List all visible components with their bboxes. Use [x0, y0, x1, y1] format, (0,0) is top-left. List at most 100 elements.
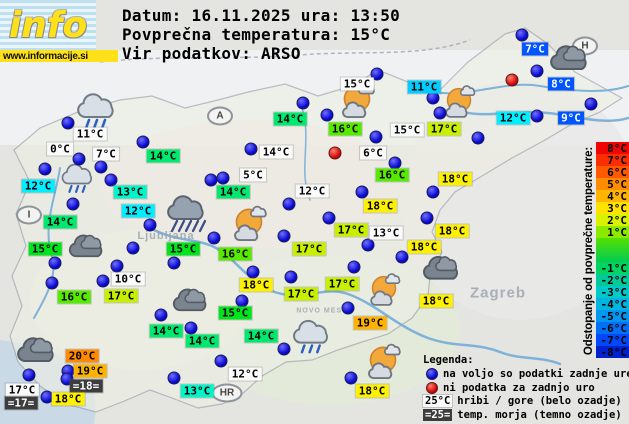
temp-label: 17°C — [104, 289, 138, 303]
temp-label: 14°C — [216, 185, 250, 199]
station-dot-ok — [104, 173, 118, 187]
legend-item: ni podatka za zadnjo uro — [423, 381, 595, 394]
station-dot-ok — [126, 241, 140, 255]
station-dot-no-data — [328, 146, 342, 160]
temp-label: 13°C — [180, 384, 214, 398]
station-dot-ok — [370, 67, 384, 81]
temp-label: 17°C — [5, 383, 39, 397]
station-dot-ok — [214, 354, 228, 368]
station-dot-no-data — [505, 73, 519, 87]
legend-red-dot-icon — [426, 381, 438, 394]
temp-label: 18°C — [363, 199, 397, 213]
temp-label: 17°C — [325, 277, 359, 291]
station-dot-ok — [584, 97, 598, 111]
scale-row: 6°C — [596, 166, 629, 179]
scale-row: -8°C — [596, 346, 629, 359]
temp-label: 20°C — [65, 349, 99, 363]
country-sign-a: A — [207, 106, 233, 126]
map-city-label: NOVO MESTO — [296, 307, 354, 315]
station-dot-ok — [369, 130, 383, 144]
scale-row: 5°C — [596, 178, 629, 191]
legend-item-text: temp. morja (temno ozadje) — [457, 408, 622, 421]
legend-item-text: ni podatka za zadnjo uro — [443, 381, 595, 394]
scale-row: 8°C — [596, 142, 629, 155]
station-dot-ok — [296, 96, 310, 110]
temp-label: =17= — [4, 396, 38, 410]
legend-item: =25= temp. morja (temno ozadje) — [423, 408, 622, 421]
logo-background: info — [0, 0, 96, 50]
legend-item-text: na voljo so podatki zadnje ure — [443, 367, 629, 380]
scale-row: -6°C — [596, 322, 629, 335]
cloud-icon — [420, 247, 466, 293]
station-dot-ok — [136, 135, 150, 149]
cloud-heavy-rain-icon — [164, 186, 212, 234]
temp-label: 12°C — [121, 204, 155, 218]
temp-label: 15°C — [340, 77, 374, 91]
station-dot-ok — [244, 142, 258, 156]
temp-label: 0°C — [47, 142, 73, 156]
temp-label: 9°C — [558, 111, 584, 125]
temp-label: 16°C — [328, 122, 362, 136]
station-dot-ok — [45, 276, 59, 290]
temp-label: 11°C — [73, 127, 107, 141]
temp-label: 16°C — [218, 247, 252, 261]
legend-item-text: hribi / gore (belo ozadje) — [457, 395, 622, 407]
station-dot-ok — [284, 270, 298, 284]
temp-label: 5°C — [240, 168, 266, 182]
legend-mountain-label-sample: 25°C — [423, 395, 453, 407]
station-dot-ok — [420, 211, 434, 225]
station-dot-ok — [322, 211, 336, 225]
cloud-rain-icon — [74, 84, 122, 132]
scale-row: 3°C — [596, 202, 629, 215]
scale-row: 1°C — [596, 226, 629, 239]
map-city-label: Ljubljana — [137, 230, 195, 242]
legend-sea-label-sample: =25= — [423, 408, 453, 421]
station-dot-ok — [216, 171, 230, 185]
cloud-icon — [66, 226, 110, 270]
site-logo[interactable]: info www.informacije.si — [0, 0, 118, 62]
station-dot-ok — [515, 28, 529, 42]
temp-label: 7°C — [93, 147, 119, 161]
scale-row: -5°C — [596, 310, 629, 323]
station-dot-ok — [110, 259, 124, 273]
scale-row: 4°C — [596, 190, 629, 203]
temp-label: 12°C — [496, 111, 530, 125]
deviation-scale-title-text: Odstopanje od povprečne temperature: — [582, 146, 595, 356]
temp-label: 14°C — [273, 112, 307, 126]
scale-row — [596, 238, 629, 262]
temp-label: 15°C — [28, 242, 62, 256]
scale-row: 2°C — [596, 214, 629, 227]
temp-label: 6°C — [360, 146, 386, 160]
cloud-icon — [14, 328, 62, 376]
temp-label: 12°C — [228, 367, 262, 381]
temp-label: 14°C — [146, 149, 180, 163]
scale-row: -1°C — [596, 262, 629, 275]
station-dot-ok — [66, 197, 80, 211]
temp-label: =18= — [69, 379, 103, 393]
header-date-line: Datum: 16.11.2025 ura: 13:50 — [122, 6, 401, 25]
station-dot-ok — [277, 229, 291, 243]
legend-blue-dot-icon — [426, 367, 438, 380]
station-dot-ok — [246, 265, 260, 279]
station-dot-ok — [277, 342, 291, 356]
station-dot-ok — [184, 321, 198, 335]
station-dot-ok — [48, 256, 62, 270]
temp-label: 14°C — [259, 145, 293, 159]
station-dot-ok — [530, 64, 544, 78]
country-sign-hr: HR — [211, 383, 243, 403]
logo-url-strip[interactable]: www.informacije.si — [0, 50, 118, 62]
temp-label: 14°C — [244, 329, 278, 343]
station-dot-ok — [341, 301, 355, 315]
cloud-icon — [170, 280, 214, 324]
temp-label: 16°C — [375, 168, 409, 182]
temp-label: 18°C — [239, 278, 273, 292]
station-dot-ok — [167, 371, 181, 385]
map-city-label: Zagreb — [469, 284, 527, 302]
station-dot-ok — [320, 108, 334, 122]
deviation-scale-bar: 8°C 7°C 6°C 5°C 4°C 3°C 2°C 1°C -1°C -2°C -3°C -4°C… — [596, 142, 629, 359]
temp-label: 13°C — [113, 185, 147, 199]
temp-label: 17°C — [334, 223, 368, 237]
scale-row: 7°C — [596, 154, 629, 167]
temp-label: 18°C — [355, 384, 389, 398]
